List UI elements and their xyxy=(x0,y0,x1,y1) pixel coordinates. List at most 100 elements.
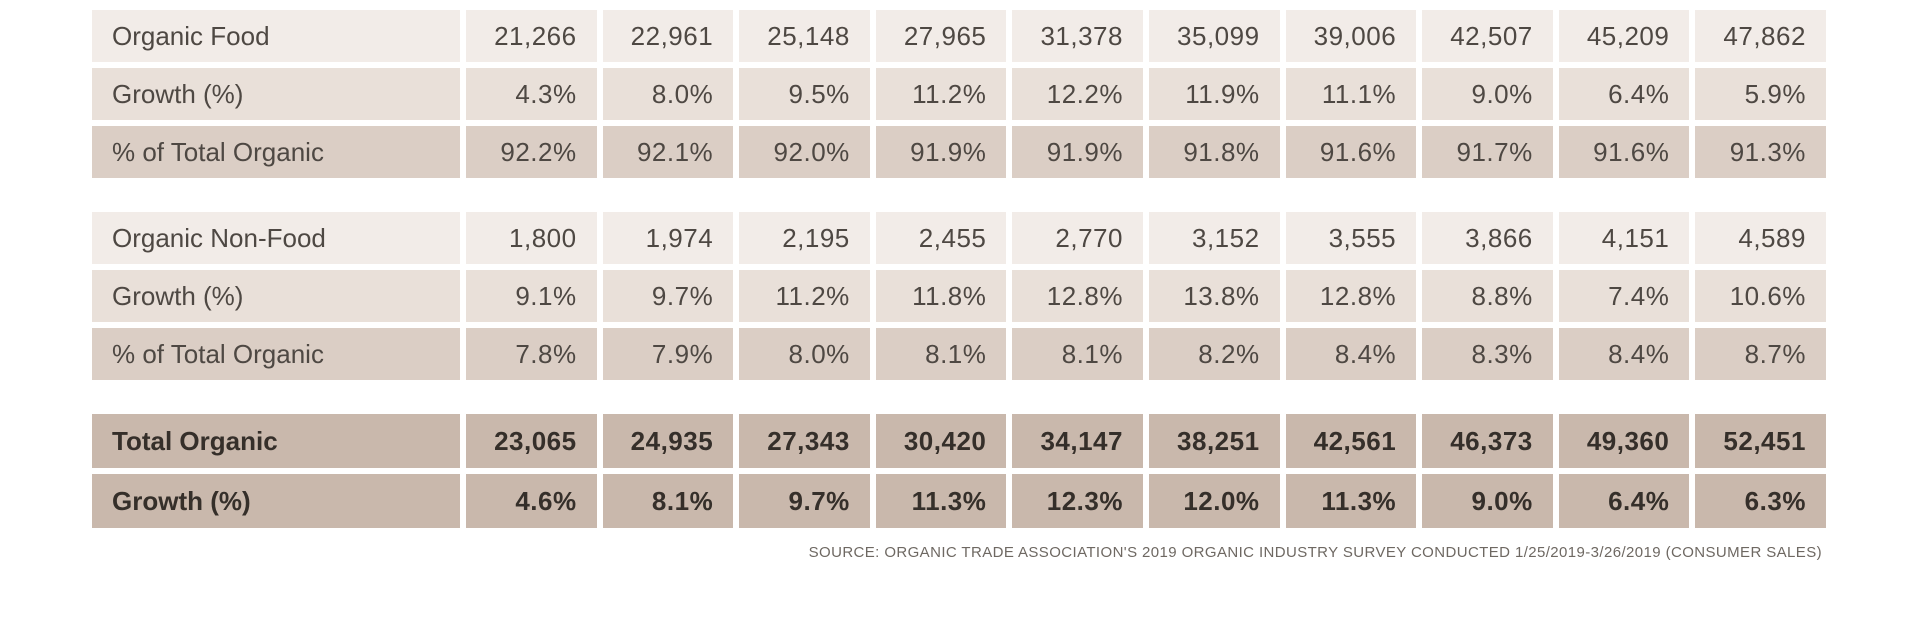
cell-value: 9.0% xyxy=(1422,474,1553,528)
cell-value: 11.9% xyxy=(1148,68,1280,120)
table-section-total-organic: Total Organic 23,065 24,935 27,343 30,420 34,… xyxy=(92,414,1826,528)
cell-value: 25,148 xyxy=(739,10,870,62)
cell-value: 9.1% xyxy=(466,270,597,322)
cell-value: 8.1% xyxy=(1012,328,1143,380)
cell-value: 46,373 xyxy=(1422,414,1553,468)
cell-value: 11.3% xyxy=(1285,474,1417,528)
cell-value: 7.9% xyxy=(602,328,734,380)
cell-value: 6.3% xyxy=(1695,474,1826,528)
cell-value: 91.6% xyxy=(1285,126,1417,178)
table-row: Growth (%) 4.6% 8.1% 9.7% 11.3% 12.3% 12.0% 11.… xyxy=(92,474,1826,528)
cell-value: 10.6% xyxy=(1695,270,1826,322)
cell-value: 8.1% xyxy=(875,328,1007,380)
cell-value: 8.0% xyxy=(602,68,734,120)
table-row: % of Total Organic 7.8% 7.9% 8.0% 8.1% 8.1% 8.… xyxy=(92,328,1826,380)
source-note: SOURCE: ORGANIC TRADE ASSOCIATION'S 2019… xyxy=(808,544,1822,561)
cell-value: 21,266 xyxy=(466,10,597,62)
cell-value: 8.4% xyxy=(1285,328,1417,380)
cell-value: 92.2% xyxy=(466,126,597,178)
cell-value: 3,866 xyxy=(1422,212,1553,264)
table-row: Organic Non-Food 1,800 1,974 2,195 2,455 2,77… xyxy=(92,212,1826,264)
row-label: Organic Food xyxy=(92,10,460,62)
cell-value: 11.2% xyxy=(875,68,1007,120)
cell-value: 91.9% xyxy=(1012,126,1143,178)
cell-value: 2,770 xyxy=(1012,212,1143,264)
cell-value: 12.2% xyxy=(1012,68,1143,120)
cell-value: 22,961 xyxy=(602,10,734,62)
cell-value: 8.4% xyxy=(1558,328,1690,380)
cell-value: 8.2% xyxy=(1148,328,1280,380)
cell-value: 8.7% xyxy=(1695,328,1826,380)
cell-value: 12.0% xyxy=(1148,474,1280,528)
cell-value: 42,507 xyxy=(1422,10,1553,62)
cell-value: 27,343 xyxy=(739,414,870,468)
cell-value: 42,561 xyxy=(1285,414,1417,468)
cell-value: 35,099 xyxy=(1148,10,1280,62)
cell-value: 2,195 xyxy=(739,212,870,264)
cell-value: 34,147 xyxy=(1012,414,1143,468)
cell-value: 4,589 xyxy=(1695,212,1826,264)
cell-value: 91.6% xyxy=(1558,126,1690,178)
table-row: % of Total Organic 92.2% 92.1% 92.0% 91.9% 91… xyxy=(92,126,1826,178)
cell-value: 12.8% xyxy=(1012,270,1143,322)
table-row: Growth (%) 4.3% 8.0% 9.5% 11.2% 12.2% 11.9% 11.… xyxy=(92,68,1826,120)
row-label: Growth (%) xyxy=(92,474,460,528)
cell-value: 91.7% xyxy=(1422,126,1553,178)
cell-value: 38,251 xyxy=(1148,414,1280,468)
cell-value: 24,935 xyxy=(602,414,734,468)
cell-value: 4,151 xyxy=(1558,212,1690,264)
cell-value: 8.0% xyxy=(739,328,870,380)
cell-value: 23,065 xyxy=(466,414,597,468)
cell-value: 3,152 xyxy=(1148,212,1280,264)
cell-value: 7.8% xyxy=(466,328,597,380)
cell-value: 6.4% xyxy=(1558,68,1690,120)
table-row: Growth (%) 9.1% 9.7% 11.2% 11.8% 12.8% 13.8% 12… xyxy=(92,270,1826,322)
table-row: Organic Food 21,266 22,961 25,148 27,965 31,3… xyxy=(92,10,1826,62)
cell-value: 11.8% xyxy=(875,270,1007,322)
table-section-organic-food: Organic Food 21,266 22,961 25,148 27,965 31,3… xyxy=(92,10,1826,178)
cell-value: 8.3% xyxy=(1422,328,1553,380)
cell-value: 11.3% xyxy=(875,474,1007,528)
cell-value: 31,378 xyxy=(1012,10,1143,62)
cell-value: 52,451 xyxy=(1695,414,1826,468)
cell-value: 9.7% xyxy=(602,270,734,322)
row-label: Total Organic xyxy=(92,414,460,468)
row-label: Growth (%) xyxy=(92,68,460,120)
sales-table: Organic Food 21,266 22,961 25,148 27,965 31,3… xyxy=(92,10,1826,528)
cell-value: 8.1% xyxy=(602,474,734,528)
cell-value: 5.9% xyxy=(1695,68,1826,120)
cell-value: 49,360 xyxy=(1558,414,1690,468)
organic-sales-report: Organic Food 21,266 22,961 25,148 27,965 31,3… xyxy=(92,10,1826,561)
cell-value: 8.8% xyxy=(1422,270,1553,322)
cell-value: 91.9% xyxy=(875,126,1007,178)
table-section-organic-non-food: Organic Non-Food 1,800 1,974 2,195 2,455 2,77… xyxy=(92,212,1826,380)
cell-value: 11.1% xyxy=(1285,68,1417,120)
cell-value: 9.5% xyxy=(739,68,870,120)
row-label: Organic Non-Food xyxy=(92,212,460,264)
cell-value: 1,800 xyxy=(466,212,597,264)
cell-value: 11.2% xyxy=(739,270,870,322)
cell-value: 3,555 xyxy=(1285,212,1417,264)
cell-value: 2,455 xyxy=(875,212,1007,264)
cell-value: 12.8% xyxy=(1285,270,1417,322)
cell-value: 12.3% xyxy=(1012,474,1143,528)
cell-value: 1,974 xyxy=(602,212,734,264)
cell-value: 4.3% xyxy=(466,68,597,120)
cell-value: 7.4% xyxy=(1558,270,1690,322)
cell-value: 39,006 xyxy=(1285,10,1417,62)
cell-value: 91.8% xyxy=(1148,126,1280,178)
cell-value: 47,862 xyxy=(1695,10,1826,62)
cell-value: 27,965 xyxy=(875,10,1007,62)
row-label: % of Total Organic xyxy=(92,126,460,178)
cell-value: 4.6% xyxy=(466,474,597,528)
cell-value: 6.4% xyxy=(1558,474,1690,528)
cell-value: 13.8% xyxy=(1148,270,1280,322)
cell-value: 91.3% xyxy=(1695,126,1826,178)
cell-value: 9.7% xyxy=(739,474,870,528)
cell-value: 92.0% xyxy=(739,126,870,178)
cell-value: 30,420 xyxy=(875,414,1007,468)
table-row: Total Organic 23,065 24,935 27,343 30,420 34,… xyxy=(92,414,1826,468)
row-label: % of Total Organic xyxy=(92,328,460,380)
cell-value: 9.0% xyxy=(1422,68,1553,120)
cell-value: 92.1% xyxy=(602,126,734,178)
